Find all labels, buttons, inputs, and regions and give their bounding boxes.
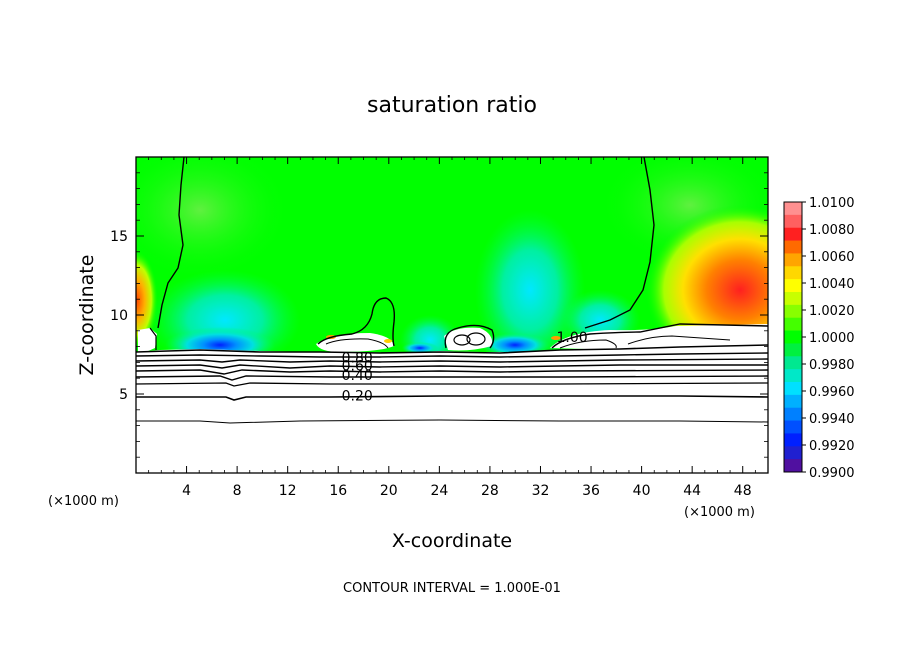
contour-line [136, 364, 768, 369]
colorbar-label: 0.9980 [809, 358, 855, 373]
colorbar-segment [784, 433, 802, 447]
colorbar-segment [784, 459, 802, 473]
x-tick-label: 12 [279, 483, 297, 499]
contour-line [559, 339, 617, 349]
colorbar-segment [784, 356, 802, 370]
colorbar-label: 0.9960 [809, 385, 855, 400]
field-min [402, 342, 438, 354]
y-tick-label: 5 [119, 387, 128, 403]
contour-line [466, 332, 486, 346]
colorbar-segment [784, 343, 802, 357]
colorbar-segment [784, 317, 802, 332]
subsaturated-region [136, 344, 768, 473]
y-axis: 5 10 15 [110, 172, 768, 458]
contour-line [317, 297, 396, 347]
colorbar-label: 1.0000 [809, 331, 855, 346]
field-shade [136, 157, 290, 280]
subsaturated-region [138, 328, 157, 352]
x-tick-label: 40 [633, 483, 651, 499]
contour-line [149, 327, 157, 350]
colorbar-label: 1.0080 [809, 223, 855, 238]
contour-line [136, 358, 768, 363]
colorbar-segment [784, 446, 802, 460]
x-axis-unit-right: (×1000 m) [684, 505, 755, 520]
contour-line [136, 369, 768, 375]
x-tick-label: 28 [481, 483, 499, 499]
field-min [475, 210, 585, 370]
chart-title: saturation ratio [367, 93, 537, 118]
contour-line [136, 382, 768, 387]
colorbar-label: 0.9940 [809, 412, 855, 427]
colorbar-segment [784, 266, 802, 280]
contour-labels: 1.00 0.800.600.40 0.20 [342, 330, 588, 405]
x-tick-label: 44 [683, 483, 701, 499]
contour-field [136, 157, 768, 473]
contour-line [325, 338, 389, 349]
colorbar-segment [784, 304, 802, 319]
colorbar-label: 1.0060 [809, 250, 855, 265]
x-tick-label: 8 [233, 483, 242, 499]
y-axis-title: Z-coordinate [76, 255, 98, 376]
contour-line [136, 419, 768, 424]
x-tick-label: 24 [430, 483, 448, 499]
x-axis-title: X-coordinate [392, 530, 512, 552]
x-axis: 4 8 12 16 20 24 28 32 36 40 44 48 [148, 157, 756, 499]
contour-label: 0.40 [342, 368, 373, 384]
colorbar-segment [784, 420, 802, 434]
contour-label: 1.00 [556, 330, 587, 346]
contour-line [444, 324, 495, 349]
x-tick-label: 32 [532, 483, 550, 499]
colorbar: 1.0100 1.0080 1.0060 1.0040 1.0020 1.0000 0.99… [783, 196, 855, 481]
contour-line [627, 335, 731, 345]
contour-line [551, 323, 768, 349]
colorbar-segment [784, 330, 802, 344]
colorbar-segment [784, 227, 802, 242]
colorbar-segment [784, 279, 802, 293]
x-tick-label: 48 [734, 483, 752, 499]
colorbar-segment [784, 240, 802, 254]
contour-label: 0.20 [342, 389, 373, 405]
contour-line [453, 334, 471, 346]
x-tick-label: 16 [329, 483, 347, 499]
contour-label: 0.80 [342, 351, 373, 367]
contour-line [136, 344, 768, 354]
contour-line [136, 395, 768, 401]
contour-line [584, 157, 655, 329]
x-tick-label: 4 [182, 483, 191, 499]
colorbar-segment [784, 202, 802, 216]
colorbar-label: 1.0100 [809, 196, 855, 211]
contour-line [136, 352, 768, 358]
contour-label: 0.60 [342, 359, 373, 375]
colorbar-segment [784, 394, 802, 409]
contour-interval-note: CONTOUR INTERVAL = 1.000E-01 [343, 581, 561, 596]
field-fleck [551, 336, 561, 340]
y-tick-label: 10 [110, 308, 128, 324]
colorbar-segment [784, 369, 802, 383]
contour-line [136, 375, 768, 381]
x-axis-unit-left: (×1000 m) [48, 494, 119, 509]
colorbar-label: 0.9920 [809, 439, 855, 454]
colorbar-segment [784, 253, 802, 267]
colorbar-segment [784, 407, 802, 422]
y-tick-label: 15 [110, 229, 128, 245]
field-fleck [384, 339, 392, 343]
colorbar-label: 1.0020 [809, 304, 855, 319]
colorbar-segment [784, 292, 802, 306]
x-tick-label: 36 [582, 483, 600, 499]
contour-line [157, 157, 185, 329]
colorbar-segment [784, 382, 802, 396]
colorbar-segment [784, 214, 802, 229]
colorbar-label: 0.9900 [809, 466, 855, 481]
x-tick-label: 20 [380, 483, 398, 499]
colorbar-label: 1.0040 [809, 277, 855, 292]
